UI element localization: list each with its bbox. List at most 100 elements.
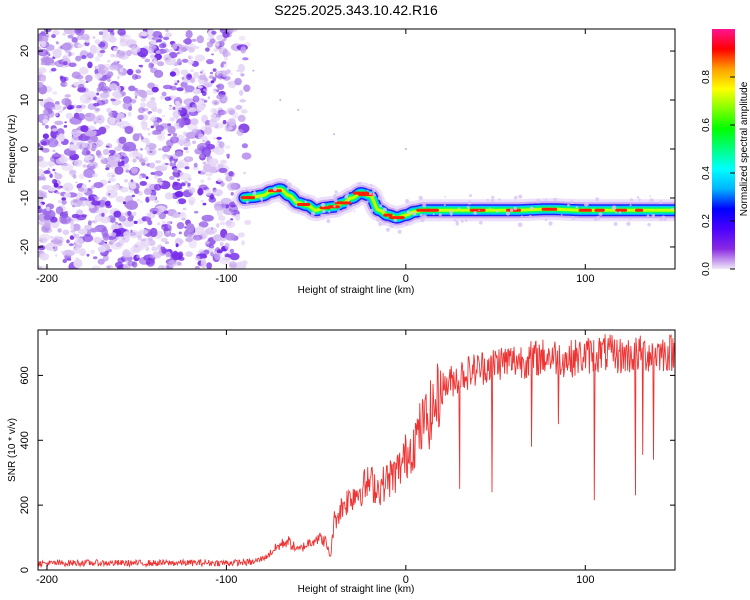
noise-blob: [47, 167, 50, 172]
noise-blob: [66, 258, 72, 261]
noise-blob: [125, 169, 130, 173]
noise-blob: [198, 170, 201, 174]
noise-blob: [51, 128, 58, 132]
snr-layer: [38, 333, 675, 569]
noise-blob: [178, 231, 182, 235]
ridge-speckle: [306, 195, 309, 198]
noise-blob: [213, 146, 225, 156]
noise-blob: [157, 61, 165, 67]
noise-blob: [189, 199, 195, 206]
noise-blob: [117, 257, 125, 264]
noise-blob: [62, 61, 68, 66]
noise-blob: [215, 42, 220, 46]
noise-blob: [119, 186, 129, 193]
noise-blob: [230, 192, 234, 196]
noise-dot: [252, 69, 255, 72]
bottom-panel: -200 -100 0 100 0 200 400 600 Height of straig…: [7, 329, 676, 595]
noise-blob: [118, 215, 127, 222]
noise-blob: [50, 67, 57, 72]
noise-blob: [111, 174, 115, 178]
noise-blob: [152, 210, 157, 215]
ridge-speckle: [460, 219, 464, 223]
noise-blob: [40, 75, 46, 82]
noise-blob: [94, 73, 103, 79]
noise-blob: [79, 228, 87, 233]
noise-blob: [64, 94, 71, 98]
noise-blob: [184, 166, 190, 170]
noise-blob: [111, 240, 115, 244]
ridge-speckle: [248, 188, 252, 193]
noise-blob: [168, 259, 177, 268]
ridge-speckle: [505, 211, 510, 216]
ridge-speckle: [491, 195, 495, 200]
ridge-speckle: [659, 217, 663, 222]
noise-blob: [181, 58, 189, 63]
ridge-speckle: [373, 188, 377, 192]
noise-blob: [81, 55, 87, 60]
ridge-speckle: [569, 200, 574, 204]
noise-blob: [183, 156, 194, 163]
noise-blob: [229, 252, 240, 261]
noise-blob: [192, 234, 203, 241]
noise-blob: [145, 176, 149, 180]
noise-blob: [204, 127, 213, 135]
noise-blob: [188, 46, 195, 53]
noise-blob: [75, 106, 83, 113]
bottom-y-tick-label: 0: [19, 567, 31, 573]
noise-blob: [123, 141, 137, 152]
noise-blob: [44, 219, 51, 229]
noise-blob: [51, 107, 56, 110]
noise-blob: [114, 166, 124, 175]
bottom-x-axis-label: Height of straight line (km): [298, 584, 415, 595]
noise-blob: [106, 184, 115, 192]
noise-blob: [229, 248, 235, 254]
noise-blob: [64, 121, 67, 124]
noise-blob: [238, 232, 245, 238]
ridge-speckle: [252, 191, 257, 196]
noise-blob: [98, 141, 105, 145]
noise-blob: [128, 106, 133, 111]
noise-blob: [182, 207, 187, 211]
ridge-speckle: [649, 198, 654, 203]
noise-blob: [104, 200, 111, 207]
ridge-speckle: [333, 198, 338, 203]
noise-blob: [173, 67, 179, 72]
noise-blob: [225, 175, 233, 182]
noise-blob: [173, 167, 179, 173]
noise-blob: [61, 42, 72, 51]
colorbar-ticks: 0.0 0.2 0.4 0.6 0.8: [701, 70, 735, 276]
noise-blob: [104, 88, 108, 91]
noise-blob: [201, 98, 205, 101]
noise-blob: [174, 150, 184, 157]
ridge-speckle: [553, 197, 558, 202]
noise-blob: [212, 136, 217, 140]
noise-blob: [82, 234, 94, 243]
bottom-x-tick-label: -100: [215, 574, 237, 586]
noise-blob: [219, 241, 224, 247]
noise-blob: [112, 184, 120, 191]
noise-blob: [138, 32, 143, 37]
noise-blob: [212, 189, 224, 196]
snr-series-line: [38, 333, 675, 569]
noise-blob: [154, 160, 162, 164]
noise-blob: [97, 246, 107, 253]
colorbar-tick-label: 0.0: [701, 262, 712, 276]
noise-blob: [185, 251, 193, 257]
noise-blob: [182, 39, 189, 44]
noise-blob: [218, 215, 226, 221]
noise-blob: [124, 179, 129, 183]
ridge-speckle: [389, 223, 394, 228]
noise-blob: [165, 57, 169, 60]
noise-blob: [86, 150, 91, 155]
noise-blob: [224, 242, 230, 250]
noise-blob: [234, 77, 242, 86]
noise-blob: [59, 215, 72, 225]
noise-blob: [102, 148, 110, 156]
noise-dot: [404, 148, 407, 150]
noise-blob: [108, 117, 116, 125]
top-y-ticks: 20 10 0 -10 -20: [19, 45, 675, 255]
noise-blob: [38, 81, 44, 88]
noise-blob: [80, 125, 89, 133]
noise-blob: [150, 63, 155, 68]
noise-blob: [150, 39, 158, 45]
